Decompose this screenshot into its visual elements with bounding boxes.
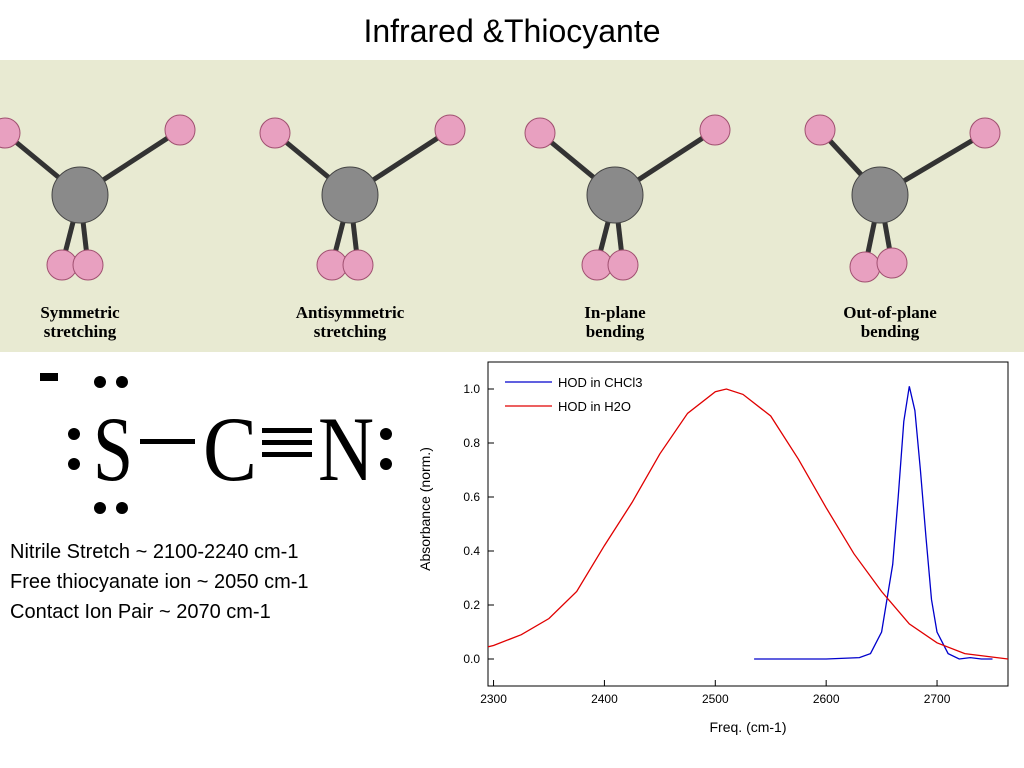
mode-label: In-plane — [584, 303, 646, 322]
central-atom — [586, 166, 644, 224]
y-tick-label: 0.8 — [463, 436, 480, 450]
triple-bond — [262, 452, 312, 457]
atom: S — [93, 398, 133, 500]
outer-atom — [804, 114, 836, 146]
figure-background — [0, 60, 1024, 352]
plot-area — [488, 386, 1008, 660]
charge — [40, 373, 58, 381]
lone-pairs — [68, 376, 392, 514]
atom: N — [318, 398, 374, 500]
note: Nitrile Stretch ~ 2100-2240 cm-1 — [10, 541, 298, 563]
outer-atom — [524, 117, 556, 149]
triple-bond — [262, 440, 312, 445]
plot-frame — [487, 361, 1009, 687]
series-line — [754, 386, 993, 660]
outer-atom — [164, 114, 196, 146]
central-atom — [321, 166, 379, 224]
central-atom — [851, 166, 909, 224]
single-bond — [140, 439, 195, 444]
x-tick-label: 2400 — [591, 692, 618, 706]
mode-label: Out-of-plane — [843, 303, 937, 322]
outer-atom — [0, 117, 21, 149]
legend-label: HOD in CHCl3 — [558, 375, 643, 390]
x-tick-label: 2300 — [480, 692, 507, 706]
outer-atom — [259, 117, 291, 149]
slide-title: Infrared &Thiocyante — [363, 13, 660, 49]
mode-label: stretching — [314, 322, 387, 341]
mode-label: stretching — [44, 322, 117, 341]
mode-label: bending — [586, 322, 645, 341]
central-atom — [51, 166, 109, 224]
note: Contact Ion Pair ~ 2070 cm-1 — [10, 601, 271, 623]
series-line — [488, 388, 1008, 660]
outer-atom — [342, 249, 374, 281]
outer-atom — [72, 249, 104, 281]
mode-label: Antisymmetric — [296, 303, 405, 322]
y-tick-label: 0.2 — [463, 598, 480, 612]
outer-atom — [434, 114, 466, 146]
y-axis-label: Absorbance (norm.) — [417, 447, 433, 571]
note: Free thiocyanate ion ~ 2050 cm-1 — [10, 571, 309, 593]
triple-bond — [262, 428, 312, 433]
outer-atom — [876, 247, 908, 279]
outer-atom — [849, 251, 881, 283]
x-tick-label: 2600 — [813, 692, 840, 706]
y-tick-label: 0.4 — [463, 544, 480, 558]
x-axis-label: Freq. (cm-1) — [710, 719, 787, 735]
y-tick-label: 0.6 — [463, 490, 480, 504]
outer-atom — [969, 117, 1001, 149]
y-tick-label: 1.0 — [463, 382, 480, 396]
outer-atom — [699, 114, 731, 146]
x-tick-label: 2700 — [924, 692, 951, 706]
atom: C — [203, 398, 257, 500]
mode-label: Symmetric — [40, 303, 120, 322]
legend-label: HOD in H2O — [558, 399, 631, 414]
mode-label: bending — [861, 322, 920, 341]
outer-atom — [607, 249, 639, 281]
x-tick-label: 2500 — [702, 692, 729, 706]
y-tick-label: 0.0 — [463, 652, 480, 666]
